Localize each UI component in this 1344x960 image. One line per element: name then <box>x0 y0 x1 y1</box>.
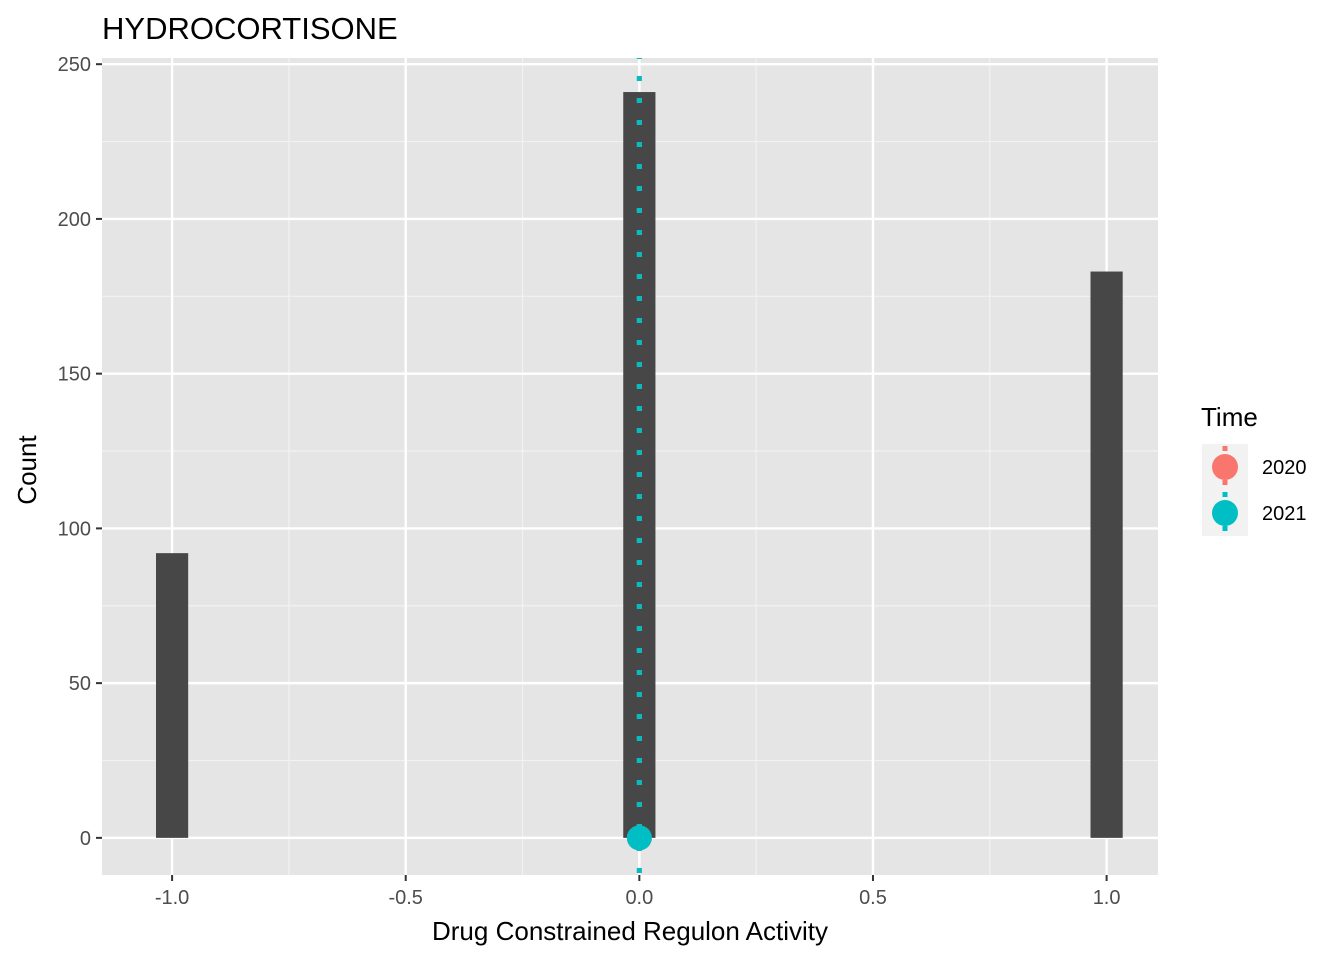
histogram-bars <box>155 92 1123 838</box>
x-tick-label: 0.0 <box>625 887 653 909</box>
x-tick-label: 1.0 <box>1093 887 1121 909</box>
legend-title: Time <box>1201 402 1258 432</box>
legend-label: 2021 <box>1262 503 1307 525</box>
bar <box>623 92 656 838</box>
x-axis-label: Drug Constrained Regulon Activity <box>432 916 828 946</box>
bar <box>155 553 189 838</box>
y-tick-label: 50 <box>69 673 91 695</box>
x-axis: -1.0 -0.5 0.0 0.5 1.0 <box>155 875 1121 909</box>
bar <box>1090 271 1123 838</box>
y-tick-label: 250 <box>58 54 91 76</box>
legend: Time 2020 2021 <box>1201 402 1307 536</box>
x-tick-label: -0.5 <box>388 887 422 909</box>
legend-key-point <box>1212 500 1238 526</box>
legend-entries: 2020 2021 <box>1202 444 1307 536</box>
series-points <box>626 825 652 851</box>
y-tick-label: 150 <box>58 364 91 386</box>
legend-key-point <box>1212 454 1238 480</box>
x-tick-label: 0.5 <box>859 887 887 909</box>
x-tick-label: -1.0 <box>155 887 189 909</box>
chart-title: HYDROCORTISONE <box>102 11 398 46</box>
y-tick-label: 0 <box>80 828 91 850</box>
y-axis-label: Count <box>12 435 42 505</box>
y-tick-label: 100 <box>58 518 91 540</box>
legend-label: 2020 <box>1262 457 1307 479</box>
y-axis: 0 50 100 150 200 250 <box>58 54 102 850</box>
y-tick-label: 200 <box>58 209 91 231</box>
point-2021 <box>626 825 652 851</box>
